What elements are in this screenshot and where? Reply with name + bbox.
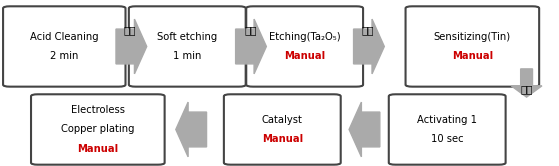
- Text: Activating 1: Activating 1: [417, 115, 477, 125]
- FancyBboxPatch shape: [31, 94, 164, 165]
- Text: Manual: Manual: [77, 144, 119, 154]
- Text: Manual: Manual: [284, 51, 325, 61]
- Text: 수세: 수세: [244, 25, 257, 35]
- FancyBboxPatch shape: [246, 6, 363, 87]
- FancyBboxPatch shape: [3, 6, 125, 87]
- Polygon shape: [176, 102, 207, 157]
- Text: 10 sec: 10 sec: [431, 134, 463, 144]
- Text: 2 min: 2 min: [50, 51, 78, 61]
- Text: Etching(Ta₂O₅): Etching(Ta₂O₅): [269, 32, 340, 42]
- FancyBboxPatch shape: [405, 6, 539, 87]
- Text: Copper plating: Copper plating: [61, 124, 135, 134]
- Text: 수세: 수세: [521, 85, 533, 95]
- Text: 1 min: 1 min: [173, 51, 201, 61]
- Text: Manual: Manual: [262, 134, 303, 144]
- Text: Electroless: Electroless: [71, 105, 125, 115]
- Text: Soft etching: Soft etching: [157, 32, 217, 42]
- Polygon shape: [116, 19, 146, 74]
- Text: Manual: Manual: [452, 51, 493, 61]
- Text: 수세: 수세: [124, 25, 136, 35]
- Text: 수세: 수세: [362, 25, 374, 35]
- Text: Sensitizing(Tin): Sensitizing(Tin): [434, 32, 511, 42]
- Text: Catalyst: Catalyst: [262, 115, 303, 125]
- FancyBboxPatch shape: [389, 94, 505, 165]
- Polygon shape: [349, 102, 380, 157]
- Polygon shape: [511, 69, 542, 97]
- FancyBboxPatch shape: [129, 6, 246, 87]
- Polygon shape: [236, 19, 267, 74]
- Text: Acid Cleaning: Acid Cleaning: [30, 32, 98, 42]
- Polygon shape: [354, 19, 385, 74]
- FancyBboxPatch shape: [224, 94, 340, 165]
